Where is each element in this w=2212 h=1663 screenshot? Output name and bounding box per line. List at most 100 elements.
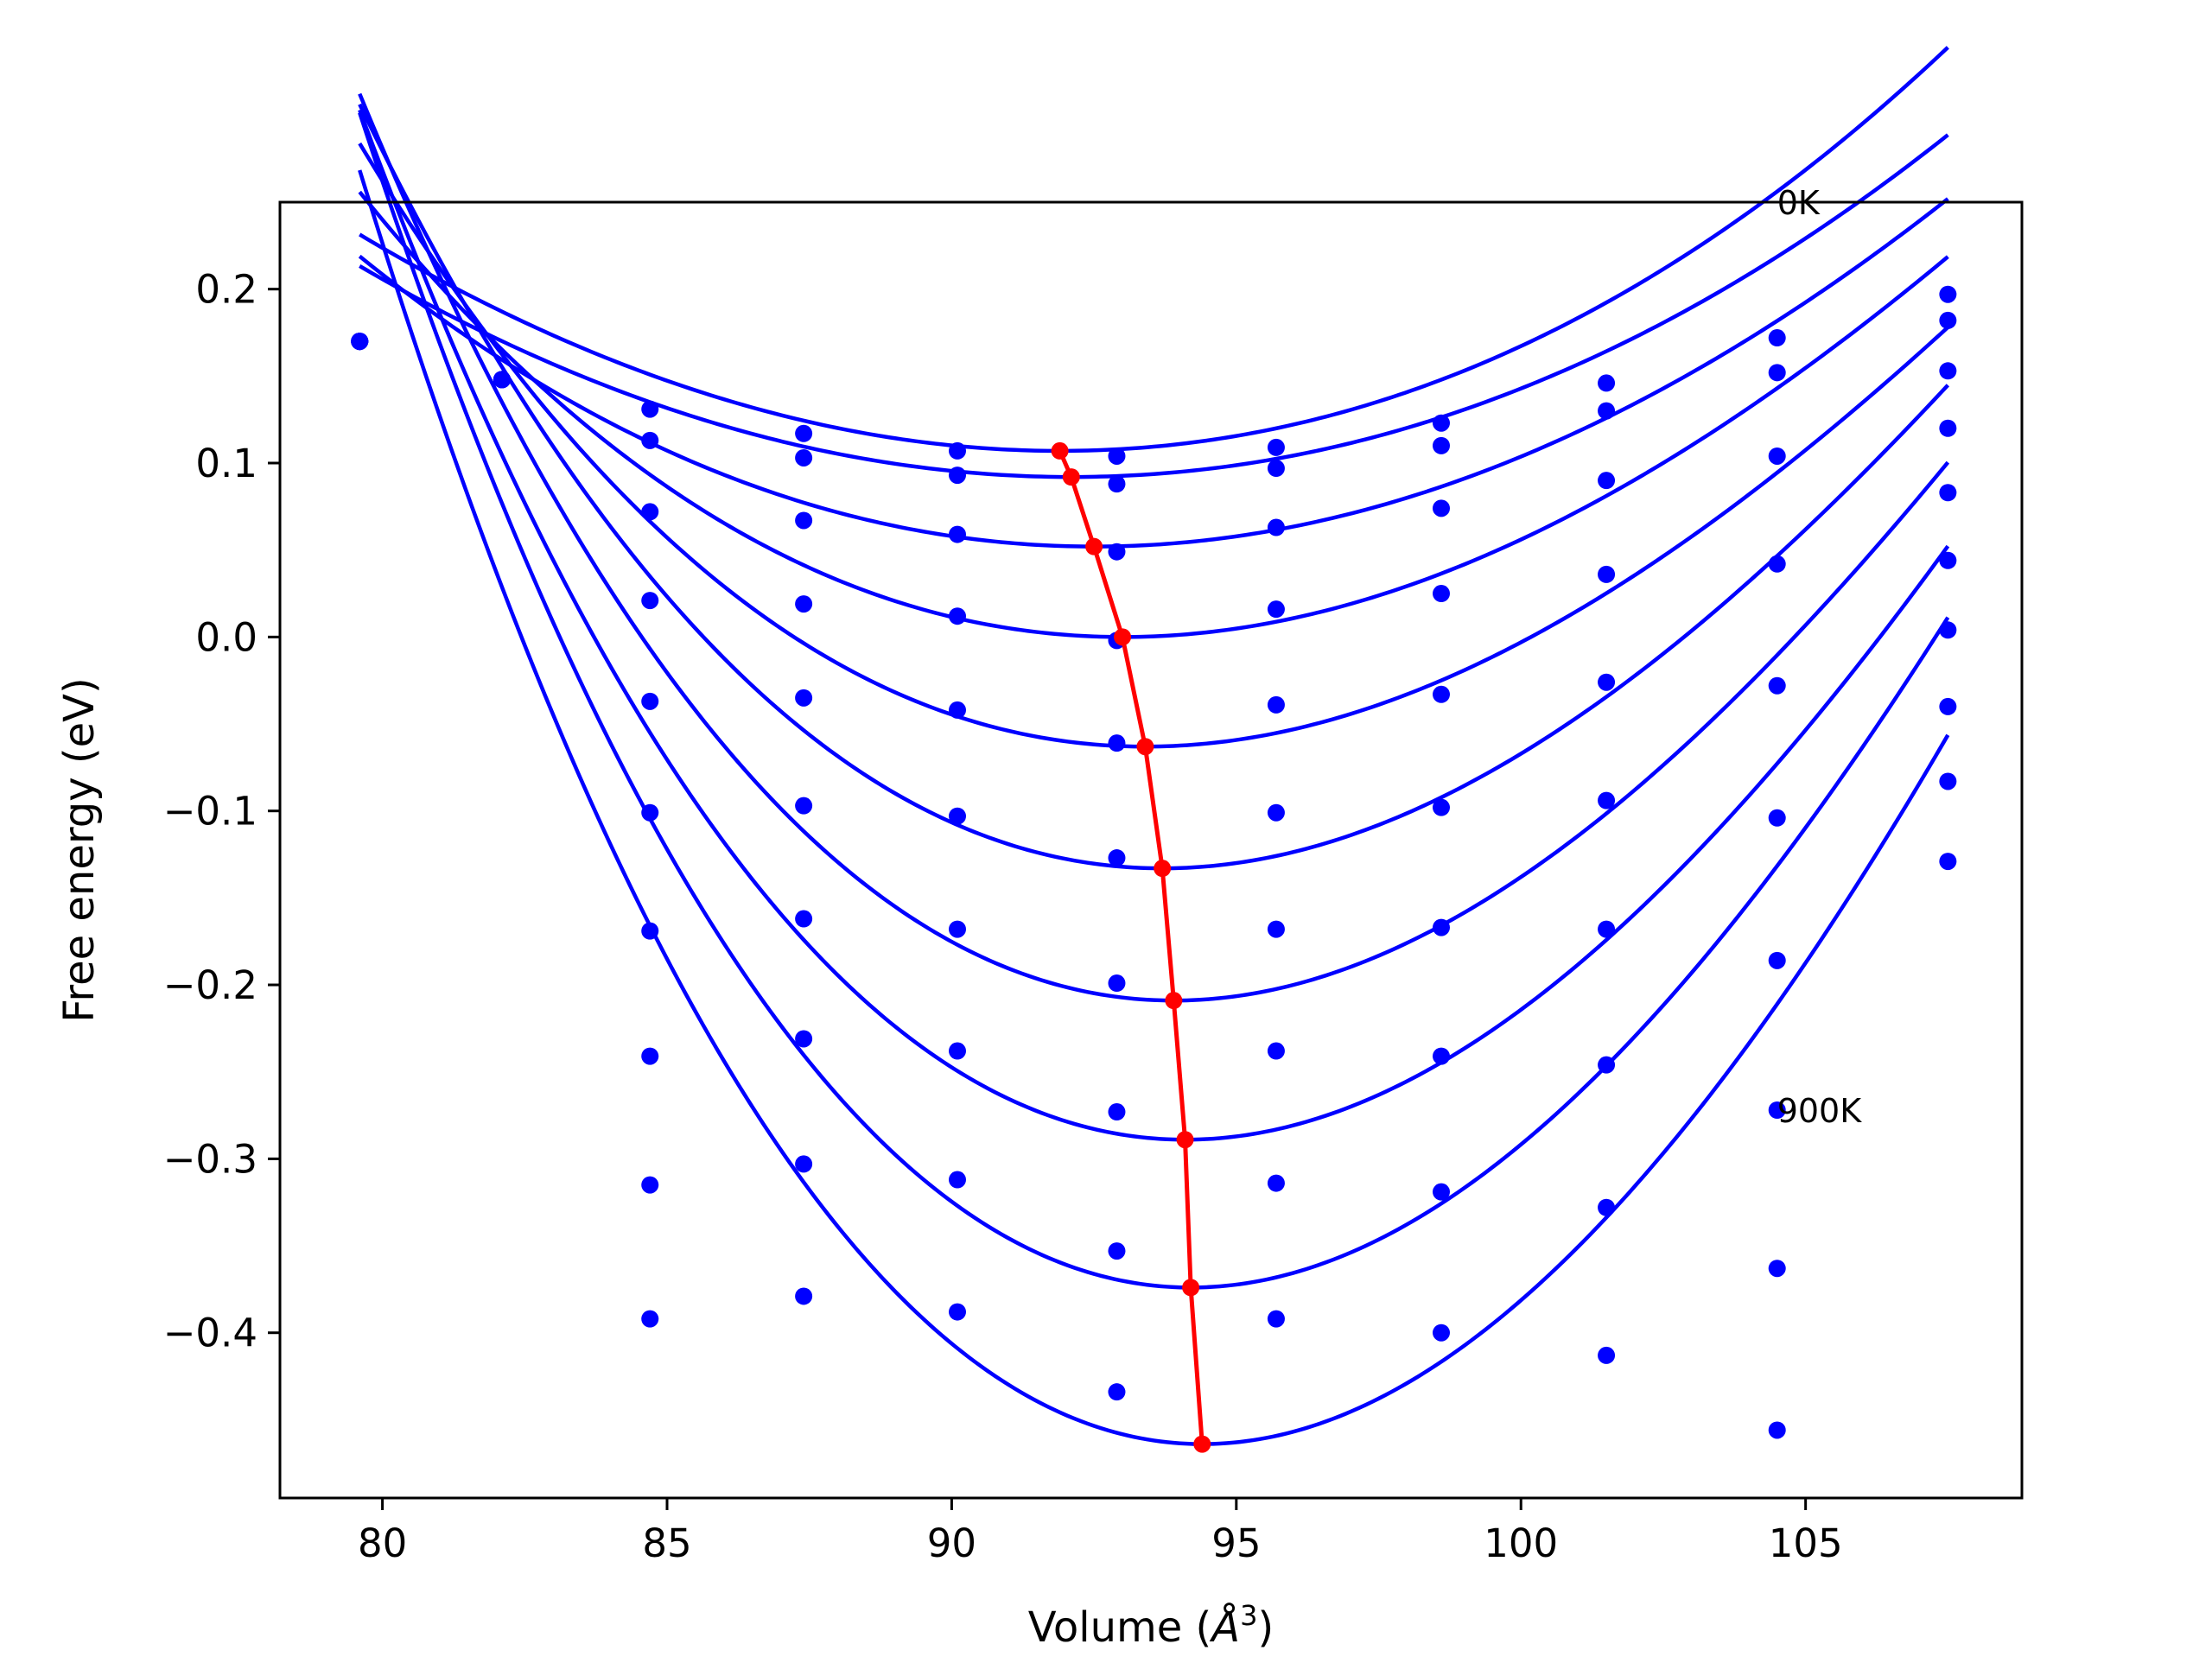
annotation-label: 0K (1777, 184, 1821, 222)
data-point (1108, 475, 1126, 493)
y-tick-label: −0.4 (163, 1311, 257, 1356)
equilibrium-point (1051, 441, 1069, 460)
data-point (1598, 565, 1616, 583)
data-point (1267, 1174, 1285, 1192)
x-tick-label: 80 (358, 1520, 407, 1566)
data-point (1939, 551, 1957, 569)
fit-curve (358, 197, 1949, 549)
fit-curve (359, 46, 1949, 454)
equilibrium-line (1051, 441, 1211, 1453)
data-point (1598, 791, 1616, 809)
data-point (1768, 951, 1786, 969)
data-point (795, 797, 813, 815)
equilibrium-point (1154, 860, 1172, 878)
data-point (1433, 414, 1450, 432)
data-point (641, 692, 659, 710)
data-point (1433, 499, 1450, 517)
data-point (949, 1171, 966, 1189)
equilibrium-curve (1058, 449, 1205, 1444)
fit-curve (358, 169, 1950, 1446)
data-point (1768, 809, 1786, 827)
equilibrium-point (1176, 1131, 1194, 1149)
annotation-label: 900K (1777, 1092, 1863, 1130)
data-point (1768, 447, 1786, 465)
x-tick-label: 95 (1211, 1520, 1261, 1566)
data-point (641, 503, 659, 521)
y-tick-label: −0.1 (163, 789, 257, 835)
data-point (1598, 1056, 1616, 1074)
data-point (641, 1047, 659, 1065)
fit-curve (358, 190, 1949, 639)
data-points (351, 285, 1957, 1439)
y-axis-ticks: 0.2 0.1 0.0 −0.1 −0.2 −0.3 −0.4 (163, 267, 280, 1356)
y-tick-label: 0.0 (195, 614, 257, 660)
x-tick-label: 85 (642, 1520, 691, 1566)
data-point (795, 1287, 813, 1305)
data-point (1108, 447, 1126, 465)
y-tick-label: 0.2 (195, 267, 257, 313)
data-point (1108, 1242, 1126, 1260)
data-point (795, 1030, 813, 1048)
data-point (1433, 436, 1450, 454)
x-tick-label: 90 (927, 1520, 976, 1566)
x-tick-label: 100 (1484, 1520, 1558, 1566)
data-point (1939, 362, 1957, 380)
data-point (1768, 676, 1786, 695)
y-axis-label: Free energy (eV) (55, 677, 104, 1022)
equilibrium-point (1136, 738, 1154, 756)
data-point (795, 910, 813, 928)
data-point (1433, 685, 1450, 703)
data-point (1108, 1383, 1126, 1401)
data-point (949, 1303, 966, 1321)
fit-curve (358, 92, 1950, 1003)
data-point (641, 1310, 659, 1328)
x-axis-ticks: 80 85 90 95 100 105 (358, 1498, 1843, 1566)
data-point (1433, 1183, 1450, 1201)
data-point (1108, 734, 1126, 752)
data-point (1598, 374, 1616, 392)
data-point (1768, 1101, 1786, 1120)
fit-curve (359, 133, 1949, 479)
data-point (949, 441, 966, 460)
data-point (1598, 1346, 1616, 1364)
plot-frame (278, 200, 2024, 1500)
data-point (1433, 918, 1450, 936)
data-point (1108, 849, 1126, 867)
data-point (1267, 518, 1285, 536)
data-point (641, 400, 659, 418)
data-point (795, 595, 813, 613)
data-point (1433, 585, 1450, 603)
data-point (641, 803, 659, 822)
fit-curve (358, 109, 1950, 1142)
data-point (641, 592, 659, 610)
data-point (1267, 920, 1285, 938)
data-point (795, 424, 813, 442)
data-point (1267, 600, 1285, 619)
data-point (1939, 772, 1957, 790)
x-axis-label: Volume (Å3) (1028, 1599, 1274, 1652)
annotations: 0K 900K (1777, 184, 1863, 1130)
equilibrium-point (1165, 992, 1183, 1010)
data-point (1433, 798, 1450, 816)
data-point (493, 371, 511, 389)
data-point (1768, 1260, 1786, 1278)
data-point (1267, 1310, 1285, 1328)
data-point (1939, 484, 1957, 502)
data-point (1768, 555, 1786, 573)
data-point (949, 1042, 966, 1060)
data-point (795, 511, 813, 530)
data-point (351, 333, 369, 351)
data-point (1267, 695, 1285, 714)
data-point (1598, 402, 1616, 420)
data-point (1939, 311, 1957, 329)
equilibrium-point (1193, 1435, 1211, 1453)
data-point (1108, 543, 1126, 561)
data-point (1108, 974, 1126, 993)
data-point (1768, 329, 1786, 347)
data-point (1939, 697, 1957, 715)
data-point (1433, 1047, 1450, 1065)
data-point (949, 701, 966, 719)
data-point (1768, 364, 1786, 382)
data-point (795, 1155, 813, 1173)
